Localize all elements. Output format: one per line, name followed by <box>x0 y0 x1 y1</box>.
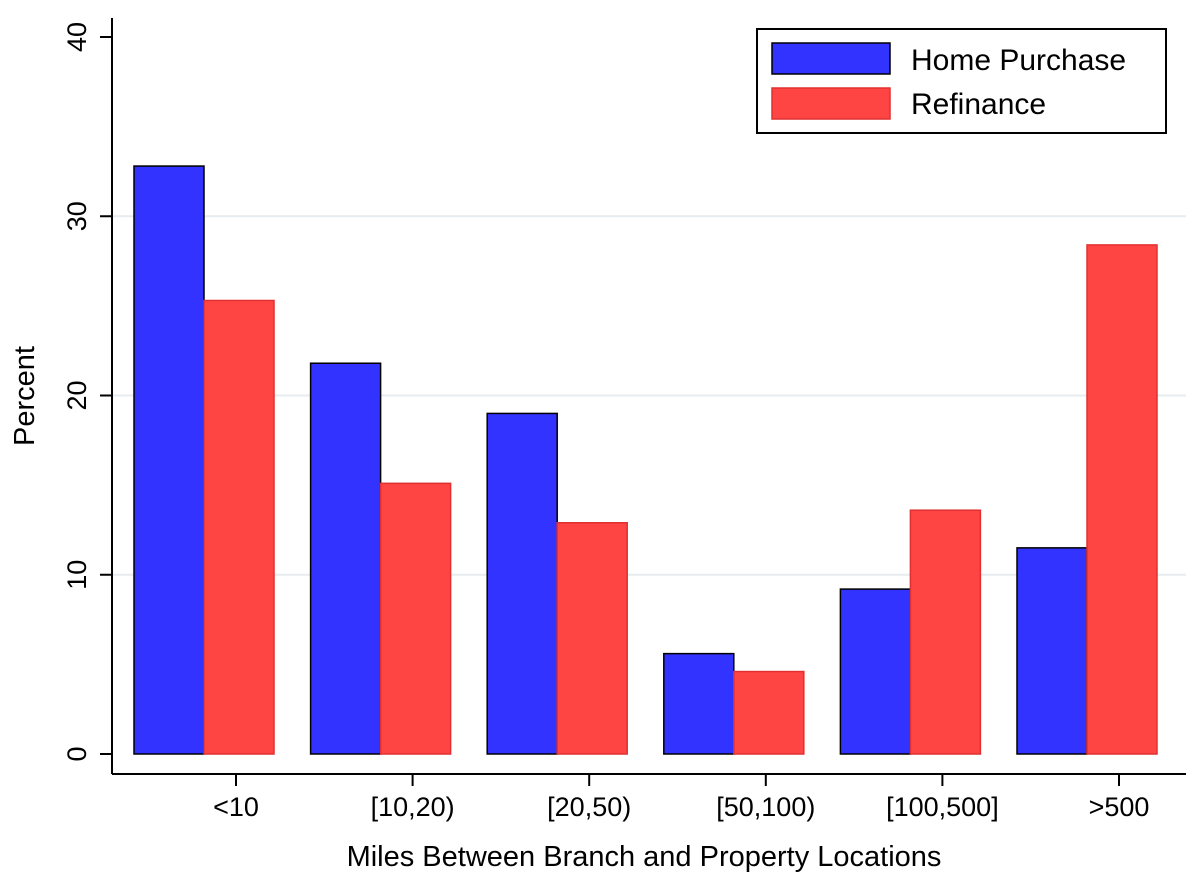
legend: Home Purchase Refinance <box>756 28 1167 134</box>
legend-label-home-purchase: Home Purchase <box>911 44 1126 77</box>
y-tick-label-40: 40 <box>62 22 92 52</box>
bar-home-purchase-0 <box>133 165 205 755</box>
y-tick-label-30: 30 <box>62 201 92 231</box>
bar-home-purchase-5 <box>1016 547 1088 755</box>
bar-refinance-4 <box>909 509 982 755</box>
x-tick-label-0: <10 <box>213 792 259 822</box>
x-tick-label-4: [100,500] <box>886 792 999 822</box>
x-tick-label-5: >500 <box>1089 792 1150 822</box>
y-ticks: 0 10 20 30 40 <box>62 22 112 762</box>
bars <box>133 165 1158 755</box>
y-axis-title: Percent <box>9 346 41 446</box>
x-axis-title: Miles Between Branch and Property Locati… <box>347 841 942 873</box>
bar-home-purchase-2 <box>486 412 558 755</box>
gridlines <box>112 215 1186 576</box>
legend-swatch-home-purchase <box>771 42 891 75</box>
bar-home-purchase-4 <box>839 588 912 755</box>
bar-refinance-1 <box>379 482 452 755</box>
legend-label-refinance: Refinance <box>911 88 1046 121</box>
bar-refinance-5 <box>1086 244 1158 755</box>
bar-refinance-2 <box>556 522 628 755</box>
x-ticks: <10 [10,20) [20,50) [50,100) [100,500] >500 <box>213 774 1149 822</box>
y-tick-label-10: 10 <box>62 560 92 590</box>
bar-home-purchase-3 <box>663 652 735 755</box>
bar-refinance-3 <box>733 670 805 755</box>
x-tick-label-2: [20,50) <box>547 792 631 822</box>
bar-refinance-0 <box>203 299 275 755</box>
x-tick-label-3: [50,100) <box>716 792 815 822</box>
y-tick-label-20: 20 <box>62 380 92 410</box>
y-tick-label-0: 0 <box>62 746 92 761</box>
legend-swatch-refinance <box>771 87 891 120</box>
x-tick-label-1: [10,20) <box>371 792 455 822</box>
bar-home-purchase-1 <box>309 362 382 755</box>
